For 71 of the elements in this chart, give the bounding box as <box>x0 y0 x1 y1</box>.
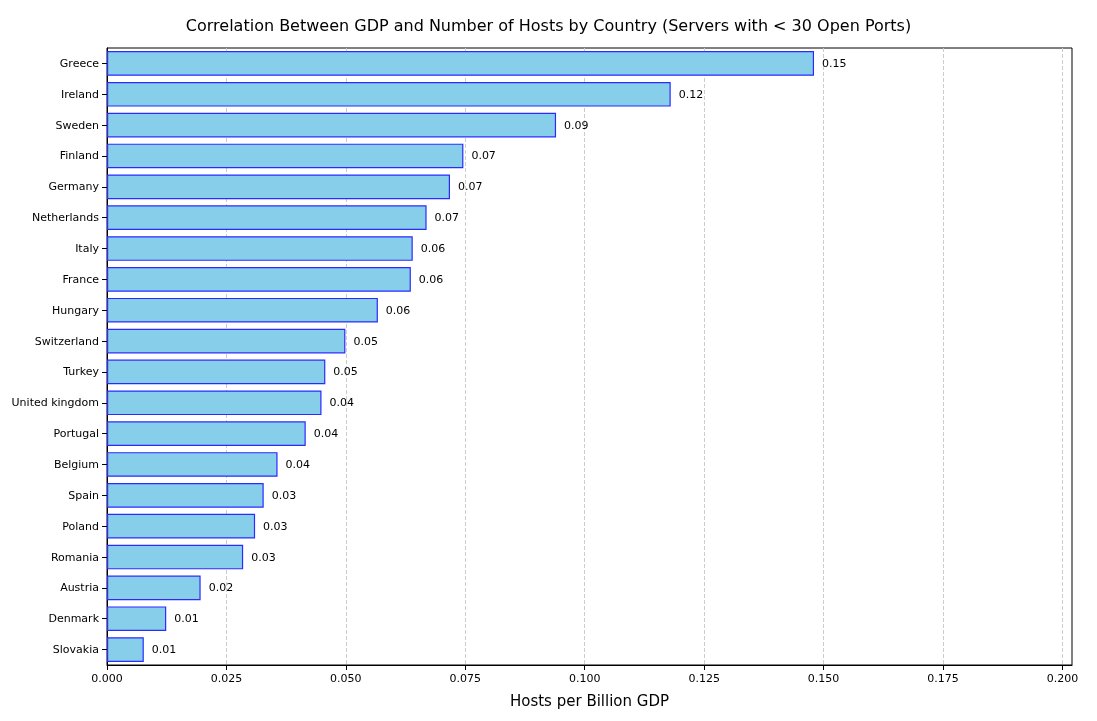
y-tick-label: Portugal <box>53 427 99 441</box>
data-label: 0.06 <box>385 303 411 317</box>
x-tick-label: 0.175 <box>927 672 959 685</box>
y-tick-label: Sweden <box>55 118 100 132</box>
data-label: 0.04 <box>313 427 339 441</box>
y-tick-label: Ireland <box>60 87 99 101</box>
bar <box>107 482 264 508</box>
data-label: 0.06 <box>420 242 446 256</box>
x-tick-label: 0.200 <box>1046 672 1079 685</box>
bar <box>107 328 346 354</box>
y-tick-label: Turkey <box>62 365 100 379</box>
bar <box>107 205 427 231</box>
data-label: 0.07 <box>434 211 460 225</box>
y-tick-label: Switzerland <box>34 334 99 348</box>
data-label: 0.03 <box>271 488 297 502</box>
y-tick-label: Hungary <box>52 303 100 317</box>
bar <box>107 297 378 323</box>
bar <box>107 236 413 261</box>
y-tick-label: France <box>62 272 100 286</box>
y-tick-label: Slovakia <box>52 643 99 657</box>
y-tick-label: Spain <box>68 488 100 502</box>
x-tick-label: 0.150 <box>807 672 840 685</box>
bar <box>107 513 256 539</box>
x-axis-title: Hosts per Billion GDP <box>509 691 670 710</box>
data-label: 0.02 <box>208 581 234 595</box>
y-tick-label: Greece <box>59 56 100 70</box>
bar <box>107 452 278 477</box>
y-tick-label: Poland <box>62 519 99 533</box>
data-label: 0.07 <box>471 149 496 163</box>
x-tick-label: 0.100 <box>568 672 601 685</box>
y-tick-label: Netherlands <box>31 211 100 225</box>
data-label: 0.05 <box>333 365 358 379</box>
data-label: 0.04 <box>329 396 354 410</box>
y-tick-label: Italy <box>75 242 100 256</box>
x-tick-label: 0.025 <box>210 672 243 685</box>
data-label: 0.05 <box>353 334 378 348</box>
data-label: 0.12 <box>678 87 704 101</box>
bar <box>107 390 322 416</box>
chart-title: Correlation Between GDP and Number of Hosts by Country (Servers with < 30 Open Ports) <box>185 15 912 35</box>
x-tick-label: 0.125 <box>688 672 720 685</box>
bar <box>107 575 201 601</box>
bar <box>107 637 144 662</box>
bar <box>107 51 815 76</box>
x-tick-label: 0.000 <box>91 672 123 685</box>
y-tick-label: Denmark <box>48 612 100 626</box>
data-label: 0.15 <box>822 56 847 70</box>
data-label: 0.03 <box>263 519 288 533</box>
bar <box>107 143 464 169</box>
bar <box>107 174 451 200</box>
y-tick-label: Austria <box>60 581 99 595</box>
bar <box>107 112 557 138</box>
x-tick-label: 0.075 <box>449 672 482 685</box>
y-tick-label: Belgium <box>53 457 99 471</box>
y-tick-label: Romania <box>50 550 99 564</box>
y-tick-label: Germany <box>48 180 100 194</box>
x-tick-label: 0.050 <box>330 672 362 685</box>
data-label: 0.09 <box>564 118 589 132</box>
y-tick-label: Finland <box>59 149 99 163</box>
data-label: 0.04 <box>285 457 311 471</box>
data-label: 0.06 <box>418 272 444 286</box>
data-label: 0.01 <box>174 612 199 626</box>
data-label: 0.07 <box>458 180 483 194</box>
y-tick-label: United kingdom <box>11 396 99 410</box>
bar <box>107 421 306 446</box>
data-label: 0.03 <box>251 550 276 564</box>
bar <box>107 359 326 385</box>
bar <box>107 544 244 570</box>
data-label: 0.01 <box>151 643 177 657</box>
bar <box>107 81 671 107</box>
bar <box>107 606 167 632</box>
bar <box>107 267 411 292</box>
